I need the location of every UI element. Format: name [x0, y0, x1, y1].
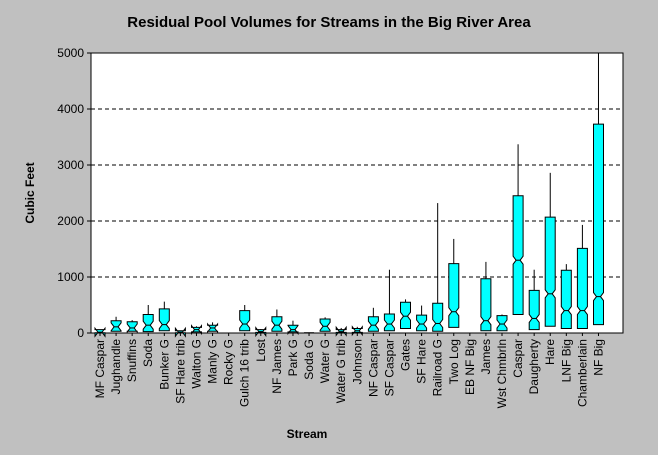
box-plot [512, 144, 524, 315]
x-tick-label: Manly G [206, 339, 220, 384]
box [239, 310, 251, 332]
x-tick-label: SF Hare trib [173, 339, 187, 404]
box-plot [367, 307, 379, 332]
box [512, 195, 524, 315]
x-tick-label: Gates [399, 339, 413, 371]
box [416, 314, 428, 332]
box-plot [335, 325, 347, 337]
x-tick-label: EB NF Big [463, 339, 477, 395]
x-tick-label: Soda [141, 339, 155, 367]
box-plot [255, 326, 267, 338]
box-plot [496, 314, 508, 332]
box-plot [432, 203, 444, 332]
x-axis-title: Stream [287, 427, 328, 441]
box [110, 320, 122, 332]
y-tick-label: 5000 [57, 46, 84, 60]
box-plot [480, 261, 492, 332]
x-tick-label: Snuffins [125, 339, 139, 382]
x-tick-label: Chamberlain [575, 339, 589, 407]
x-tick-label: NF James [270, 339, 284, 394]
box [576, 247, 588, 329]
y-tick-label: 1000 [57, 270, 84, 284]
y-tick-label: 3000 [57, 158, 84, 172]
box-plot [271, 309, 283, 332]
box [544, 216, 556, 327]
box [593, 123, 604, 326]
x-axis-labels: MF Caspar Jughandle Snuffins Soda Bunker G SF… [93, 333, 605, 408]
box-plot [126, 320, 138, 334]
box [271, 316, 283, 332]
box [400, 301, 411, 329]
x-tick-label: Daugherty [527, 339, 541, 394]
box [158, 308, 170, 332]
box [496, 315, 508, 332]
box-plot [593, 53, 604, 326]
box-plot [239, 305, 251, 332]
box [448, 263, 460, 328]
x-tick-label: Johnson [350, 339, 364, 384]
box-plot [544, 172, 556, 327]
x-tick-label: Gulch 16 trib [238, 339, 252, 407]
box [528, 289, 540, 331]
box [383, 313, 395, 332]
box-plot [448, 238, 460, 328]
box-plot [576, 224, 588, 329]
box [367, 316, 379, 332]
x-tick-label: Park G [286, 339, 300, 376]
x-tick-label: Rocky G [222, 339, 236, 385]
box-plot [528, 269, 540, 331]
box-plot [287, 320, 299, 336]
box [480, 278, 492, 332]
x-tick-label: NF Big [591, 339, 605, 376]
x-tick-label: Two Log [447, 339, 461, 384]
y-tick-label: 4000 [57, 102, 84, 116]
plot-area [90, 52, 624, 334]
x-tick-label: Lost [254, 338, 268, 361]
box-plot [174, 326, 186, 338]
x-tick-label: MF Caspar [93, 339, 107, 398]
x-tick-label: James [479, 339, 493, 374]
box-plot [319, 317, 331, 332]
chart-title: Residual Pool Volumes for Streams in the… [127, 14, 531, 31]
x-tick-label: Hare [543, 339, 557, 365]
box-plot [416, 305, 428, 332]
box-plot [94, 326, 106, 338]
x-tick-label: Soda G [302, 339, 316, 380]
y-tick-label: 2000 [57, 214, 84, 228]
x-tick-label: Water G [318, 339, 332, 383]
y-axis-ticks: 0 1000 2000 3000 4000 5000 [57, 46, 91, 340]
x-tick-label: Jughandle [109, 339, 123, 395]
x-tick-label: Railroad G [431, 339, 445, 396]
box-plots [94, 53, 604, 338]
box [126, 321, 138, 334]
box [560, 269, 572, 329]
x-tick-label: NF Caspar [366, 339, 380, 397]
box-plot [110, 316, 122, 332]
x-tick-label: LNF Big [559, 339, 573, 382]
x-tick-label: Walton G [189, 339, 203, 389]
box-plot [383, 269, 395, 332]
box [142, 314, 154, 333]
x-tick-label: Wst Chmbrln [495, 339, 509, 408]
box-plot [560, 264, 572, 329]
y-axis-title: Cubic Feet [23, 162, 37, 223]
x-tick-label: Bunker G [157, 339, 171, 390]
x-tick-label: SF Caspar [382, 339, 396, 396]
box [432, 302, 444, 332]
box-plot [400, 299, 411, 329]
box-plot [351, 325, 363, 337]
box-plot [191, 324, 202, 336]
x-tick-label: SF Hare [415, 339, 429, 384]
x-tick-label: Caspar [511, 339, 525, 378]
box [319, 318, 331, 332]
box-plot [207, 322, 219, 334]
x-tick-label: Water G trib [334, 339, 348, 404]
box-plot [142, 305, 154, 333]
box-plot [158, 301, 170, 332]
y-tick-label: 0 [77, 326, 84, 340]
